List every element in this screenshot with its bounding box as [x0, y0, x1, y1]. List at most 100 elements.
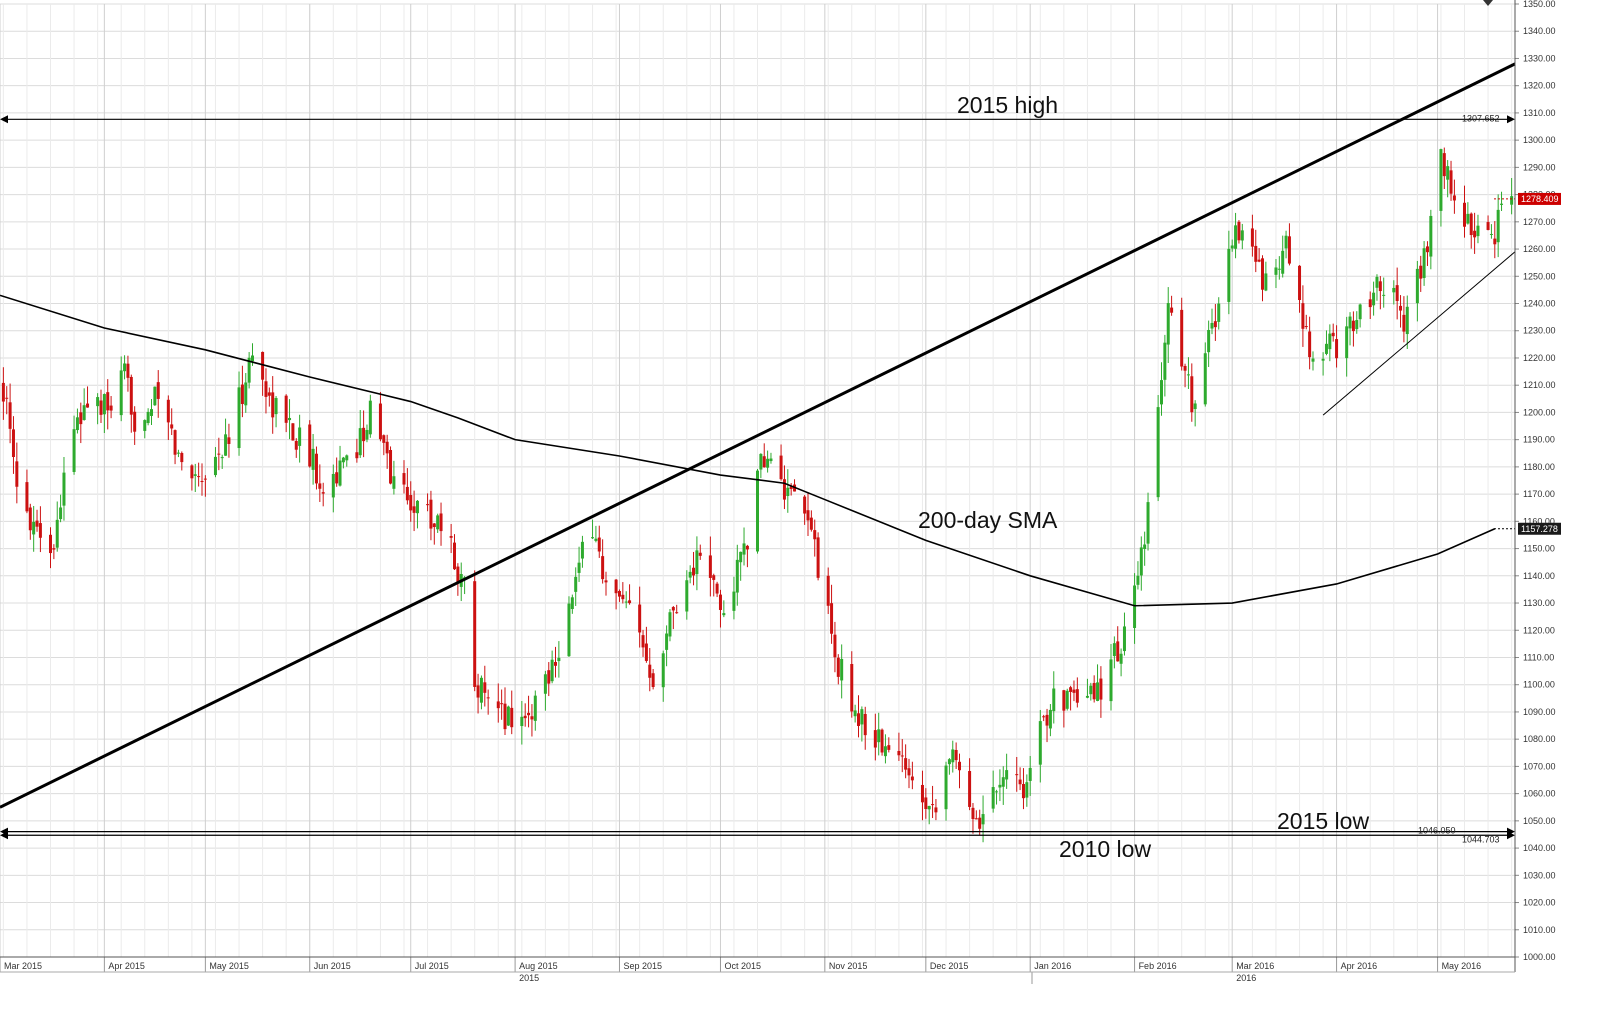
candle-body: [836, 657, 840, 677]
y-tick-label: 1050.00: [1523, 816, 1556, 826]
candle-body: [685, 580, 689, 612]
candle-body: [8, 402, 12, 429]
x-tick-label: Jan 2016: [1034, 961, 1071, 971]
candle-body: [1308, 331, 1312, 358]
candle-body: [803, 496, 807, 514]
candle-body: [500, 703, 504, 705]
candle-body: [197, 476, 201, 478]
candle-body: [580, 541, 584, 559]
candle-body: [224, 434, 228, 456]
candle-body: [432, 523, 436, 528]
candle-body: [1021, 784, 1025, 799]
candle-body: [358, 428, 362, 456]
candle-body: [742, 543, 746, 555]
candle-body: [1143, 544, 1147, 549]
candle-body: [900, 755, 904, 757]
candle-body: [1372, 292, 1376, 306]
level-arrow-left: [0, 831, 8, 840]
candle-body: [1375, 276, 1379, 288]
level-value-label: 1044.703: [1462, 834, 1500, 844]
candle-body: [1116, 641, 1120, 662]
candle-body: [244, 382, 248, 406]
candle-body: [1122, 626, 1126, 652]
y-tick-label: 1290.00: [1523, 162, 1556, 172]
y-tick-label: 1170.00: [1523, 489, 1555, 499]
x-tick-label: Mar 2016: [1236, 961, 1274, 971]
candle-body: [82, 405, 86, 420]
candle-body: [341, 457, 345, 463]
candle-body: [453, 542, 456, 570]
candle-body: [789, 486, 793, 490]
candle-body: [436, 515, 440, 530]
candle-body: [604, 580, 608, 583]
candle-body: [271, 392, 275, 418]
candle-body: [577, 562, 581, 573]
x-tick-label: May 2016: [1442, 961, 1482, 971]
candle-body: [644, 643, 648, 661]
candle-body: [52, 548, 56, 550]
candle-body: [1210, 322, 1214, 329]
candle-body: [920, 784, 924, 803]
candle-body: [1109, 659, 1113, 702]
annotation-2015-low: 2015 low: [1277, 808, 1369, 834]
candle-body: [1170, 307, 1174, 313]
candle-body: [345, 455, 349, 461]
candle-body: [1449, 170, 1453, 194]
x-tick-label: Apr 2016: [1341, 961, 1378, 971]
candle-body: [944, 765, 948, 810]
y-tick-label: 1330.00: [1523, 53, 1556, 63]
candle-body: [38, 523, 42, 538]
candle-body: [496, 701, 500, 709]
y-tick-label: 1200.00: [1523, 407, 1556, 417]
candle-body: [1052, 688, 1056, 712]
candle-body: [971, 807, 975, 820]
candle-body: [931, 804, 935, 806]
candle-body: [193, 474, 197, 476]
candle-body: [927, 805, 931, 810]
candle-body: [833, 634, 837, 658]
y-tick-label: 1250.00: [1523, 271, 1556, 281]
candle-body: [412, 506, 416, 513]
candle-body: [1274, 267, 1278, 275]
candle-body: [55, 519, 59, 548]
x-tick-label: Nov 2015: [829, 961, 868, 971]
candle-body: [1092, 682, 1096, 700]
candle-body: [648, 664, 652, 678]
candle-body: [473, 581, 477, 687]
candle-body: [1419, 265, 1423, 279]
y-tick-label: 1040.00: [1523, 843, 1556, 853]
y-tick-label: 1240.00: [1523, 299, 1556, 309]
level-value-label: 1307.652: [1462, 113, 1500, 123]
candle-body: [99, 400, 103, 415]
y-axis: 1000.00 1010.00 1020.00 1030.00 1040.00 1050.…: [1483, 0, 1561, 972]
candle-body: [1240, 230, 1244, 241]
candle-body: [1287, 236, 1291, 264]
candle-body: [897, 750, 901, 756]
candle-body: [1496, 209, 1500, 243]
candle-body: [1075, 689, 1079, 703]
candle-body: [385, 441, 389, 454]
candle-body: [308, 424, 312, 467]
candle-body: [1254, 245, 1258, 262]
candle-body: [1345, 326, 1349, 359]
x-year-label: 2015: [519, 973, 539, 983]
y-tick-label: 1140.00: [1523, 571, 1555, 581]
candle-body: [762, 456, 766, 468]
x-tick-label: Aug 2015: [519, 961, 558, 971]
candle-body: [11, 429, 15, 458]
candle-body: [883, 746, 887, 757]
candle-body: [1463, 202, 1466, 227]
candle-body: [1500, 203, 1504, 205]
candle-body: [1213, 321, 1217, 328]
candle-body: [1112, 643, 1116, 657]
candle-body: [190, 465, 194, 479]
candle-body: [314, 453, 318, 484]
candle-body: [1156, 407, 1160, 498]
candle-body: [1015, 774, 1019, 776]
overlay-lines: 1307.652 1046.050 1044.703: [0, 62, 1516, 844]
candle-body: [530, 716, 534, 720]
candle-body: [1405, 306, 1409, 335]
sma-value-tag: [1518, 522, 1561, 535]
y-tick-label: 1080.00: [1523, 734, 1556, 744]
candle-body: [614, 579, 618, 594]
